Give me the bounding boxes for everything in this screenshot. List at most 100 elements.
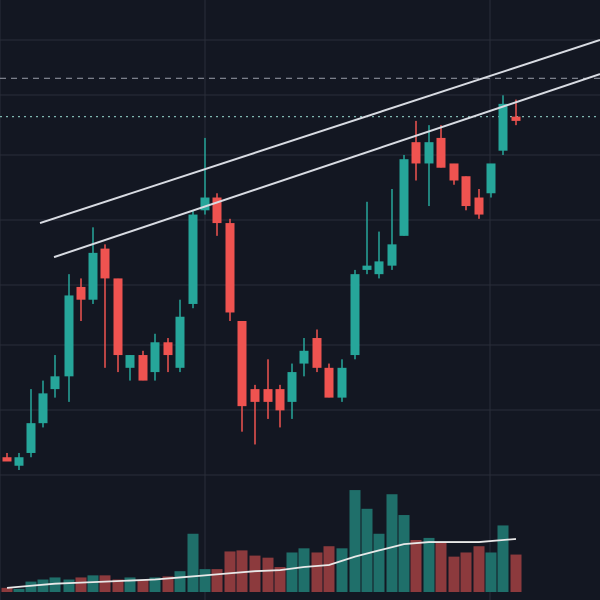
volume-bar <box>423 537 435 592</box>
volume-bar <box>149 577 161 592</box>
candle <box>100 244 110 368</box>
candle-body <box>250 389 260 402</box>
candle <box>362 201 372 275</box>
volume-bar <box>13 588 25 592</box>
candle <box>237 320 247 432</box>
candle <box>38 380 48 428</box>
candle-body <box>38 393 48 424</box>
volume-bar <box>336 548 348 592</box>
candle-body <box>200 197 210 211</box>
candle-body <box>411 142 421 164</box>
candle <box>50 355 60 398</box>
volume-bar <box>286 552 298 592</box>
candle <box>511 99 521 126</box>
candle-body <box>511 116 521 121</box>
candle <box>486 163 496 198</box>
candle-body <box>312 338 322 368</box>
volume-bar <box>349 490 361 592</box>
candle-body <box>88 252 98 300</box>
candle <box>150 333 160 381</box>
candle <box>225 218 235 321</box>
candle <box>138 350 148 381</box>
candle-body <box>449 163 459 181</box>
volume-bar <box>75 577 87 592</box>
volume-bar <box>187 533 199 592</box>
candle <box>2 452 12 462</box>
volume-bar <box>63 579 75 592</box>
volume-bar <box>112 579 124 592</box>
volume-bar <box>435 542 447 592</box>
candle <box>287 363 297 419</box>
candle-body <box>263 389 273 402</box>
volume-bar <box>497 525 509 592</box>
volume-bar <box>37 579 49 592</box>
candle-body <box>76 286 86 300</box>
upper-trendline <box>39 39 600 225</box>
candle-body <box>212 197 222 224</box>
volume-bar <box>386 494 398 592</box>
candle-body <box>175 316 185 368</box>
candle <box>411 120 421 181</box>
candle <box>64 274 74 402</box>
candle-body <box>50 376 60 390</box>
trendline-channel[interactable] <box>39 39 600 259</box>
candle-body <box>113 278 123 356</box>
volume-bar <box>473 546 485 592</box>
volume-bar <box>298 548 310 592</box>
volume-moving-average <box>6 538 517 589</box>
candle <box>350 269 360 360</box>
volume-bar <box>361 508 373 592</box>
candle-body <box>163 342 173 356</box>
candle-body <box>125 355 135 368</box>
volume-bar <box>199 569 211 592</box>
candle <box>474 189 484 219</box>
volume-bar <box>448 556 460 592</box>
volume-bar <box>410 540 422 592</box>
candle-body <box>14 457 24 466</box>
candle-body <box>287 372 297 402</box>
volume-bar <box>211 569 223 592</box>
volume-bar <box>124 577 136 592</box>
candle-body <box>225 223 235 313</box>
candle <box>88 227 98 304</box>
candle-body <box>26 423 36 453</box>
candle <box>337 359 347 402</box>
volume-bar <box>1 587 13 592</box>
volume-pane <box>1 490 522 592</box>
candle-body <box>275 389 285 411</box>
volume-bar <box>87 575 99 592</box>
candle-body <box>100 248 110 279</box>
candle <box>188 210 198 309</box>
volume-bar <box>510 554 522 592</box>
candle <box>424 125 434 207</box>
candle <box>163 338 173 373</box>
candle <box>312 329 322 373</box>
candle-body <box>337 367 347 398</box>
candle-body <box>436 137 446 168</box>
candle-body <box>150 342 160 373</box>
lower-trendline <box>53 73 600 259</box>
candle <box>461 176 471 211</box>
volume-bar <box>49 577 61 592</box>
volume-bar <box>137 579 149 592</box>
volume-ma-line <box>6 538 517 589</box>
candle <box>275 384 285 428</box>
candle-body <box>399 159 409 236</box>
candle <box>26 389 36 458</box>
candle-body <box>424 142 434 164</box>
candle <box>299 338 309 377</box>
candle-body <box>138 355 148 381</box>
candle <box>212 193 222 236</box>
candle-body <box>362 265 372 270</box>
candle-body <box>350 274 360 356</box>
candle-body <box>324 367 334 398</box>
candle <box>498 95 508 155</box>
candle <box>324 363 334 398</box>
volume-bar <box>460 552 472 592</box>
candle <box>125 355 135 381</box>
volume-bar <box>262 557 274 592</box>
volume-bar <box>162 576 174 592</box>
candle <box>250 384 260 445</box>
